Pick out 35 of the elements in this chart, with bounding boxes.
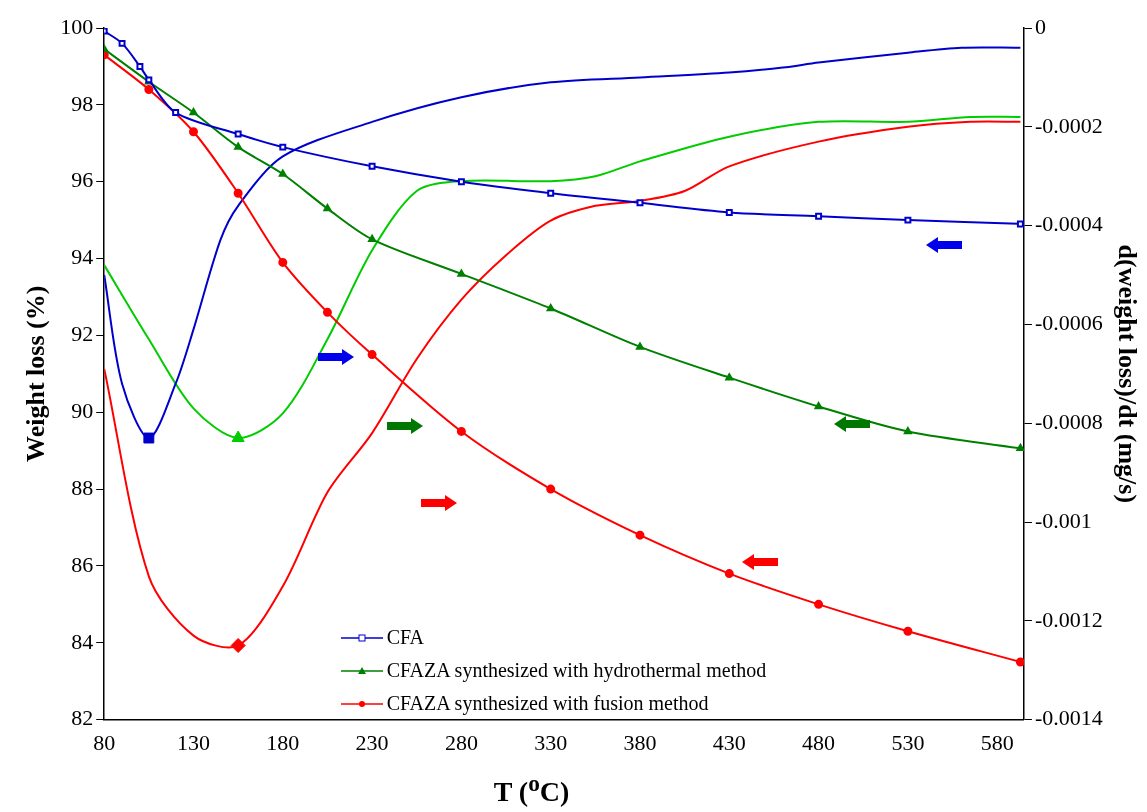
y2-tick-label: -0.0014 <box>1034 705 1103 731</box>
x-tick-label: 430 <box>712 729 746 755</box>
y2-tick-label: -0.0004 <box>1034 211 1103 237</box>
y-tick-label: 100 <box>60 13 94 39</box>
legend-label: CFAZA synthesized with fusion method <box>386 691 709 717</box>
y-tick-label: 86 <box>71 551 94 577</box>
x-tick-label: 580 <box>980 729 1014 755</box>
y-axis-title: Weight loss (%) <box>21 285 51 462</box>
y2-tick-label: -0.0006 <box>1034 310 1103 336</box>
y-tick-label: 98 <box>71 90 94 116</box>
y-tick-label: 82 <box>71 705 94 731</box>
y2-tick-label: 0 <box>1034 13 1046 39</box>
legend-label: CFAZA synthesized with hydrothermal method <box>386 658 767 684</box>
x-tick-label: 380 <box>623 729 657 755</box>
y2-tick-label: -0.001 <box>1034 507 1092 533</box>
legend-label: CFA <box>386 625 425 650</box>
y-tick-label: 96 <box>71 167 94 193</box>
y-tick-label: 90 <box>71 398 94 423</box>
y2-axis-title: d(weight loss)/dt (mg/s) <box>1112 244 1142 504</box>
x-axis-title: T ($^{o}$C) <box>492 768 571 809</box>
x-tick-label: 280 <box>444 729 478 755</box>
y-tick-label: 92 <box>71 321 94 347</box>
x-tick-label: 330 <box>534 729 568 755</box>
y-tick-label: 88 <box>71 474 94 500</box>
y2-tick-label: -0.0008 <box>1034 408 1103 434</box>
x-tick-label: 180 <box>266 729 300 755</box>
y2-tick-label: -0.0012 <box>1034 606 1103 632</box>
y-tick-label: 84 <box>71 628 94 654</box>
x-tick-label: 230 <box>355 729 389 755</box>
y-tick-label: 94 <box>71 244 94 270</box>
x-tick-label: 80 <box>93 729 116 755</box>
x-tick-label: 530 <box>891 729 925 755</box>
x-tick-label: 130 <box>177 729 210 755</box>
x-tick-label: 480 <box>802 729 836 755</box>
y2-tick-label: -0.0002 <box>1034 112 1103 138</box>
